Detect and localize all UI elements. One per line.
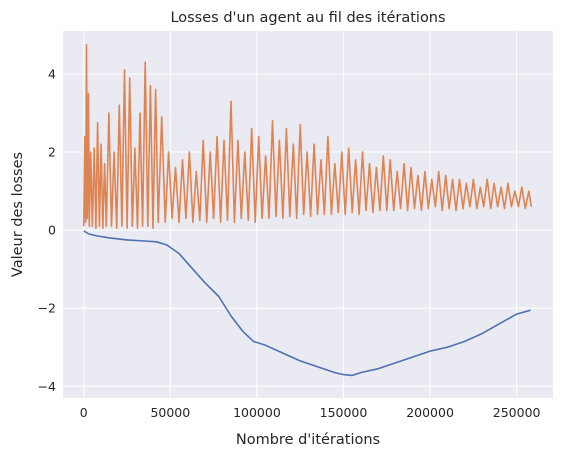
y-tick-label: 2 [48, 145, 56, 160]
chart-title: Losses d'un agent au fil des itérations [170, 10, 445, 26]
x-tick-label: 50000 [150, 405, 190, 420]
y-tick-label: −2 [38, 301, 56, 316]
y-tick-label: −4 [38, 379, 56, 394]
x-tick-label: 100000 [233, 405, 281, 420]
x-tick-label: 200000 [406, 405, 454, 420]
y-tick-label: 0 [48, 223, 56, 238]
series-line-1 [83, 230, 531, 377]
series-layer [83, 43, 533, 377]
x-axis-label: Nombre d'itérations [236, 432, 380, 448]
y-axis-label: Valeur des losses [10, 152, 26, 277]
x-tick-label: 0 [80, 405, 88, 420]
x-tick-label: 150000 [320, 405, 368, 420]
y-tick-labels: −4 −2 0 2 4 [38, 66, 56, 393]
x-tick-label: 250000 [493, 405, 541, 420]
y-tick-label: 4 [48, 66, 56, 81]
series-line-2 [83, 43, 533, 229]
x-gridlines [83, 31, 518, 398]
x-tick-labels: 0 50000 100000 150000 200000 250000 [80, 405, 541, 420]
